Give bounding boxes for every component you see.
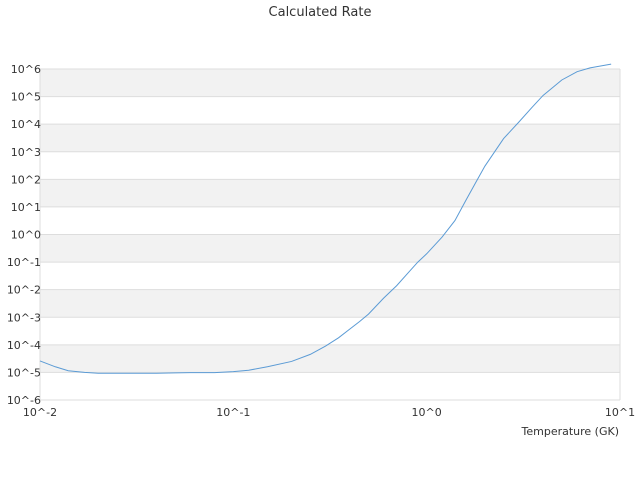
y-tick-label: 10^-1 bbox=[7, 256, 41, 269]
y-tick-label: 10^-3 bbox=[7, 311, 41, 324]
grid-band bbox=[40, 344, 620, 373]
y-tick-label: 10^-6 bbox=[7, 394, 41, 407]
x-axis-title: Temperature (GK) bbox=[521, 425, 620, 438]
chart-title: Calculated Rate bbox=[269, 5, 372, 20]
grid-band bbox=[40, 124, 620, 152]
x-tick-label: 10^-1 bbox=[216, 406, 250, 419]
y-tick-label: 10^-5 bbox=[7, 366, 41, 379]
grid-lines bbox=[39, 68, 621, 401]
x-tick-label: 10^1 bbox=[605, 406, 635, 419]
y-tick-label: 10^2 bbox=[11, 173, 41, 186]
y-tick-label: 10^1 bbox=[11, 201, 41, 214]
x-axis-ticks: 10^-2 10^-1 10^0 10^1 bbox=[23, 406, 635, 419]
series-line bbox=[39, 63, 612, 374]
grid-band bbox=[40, 69, 620, 97]
grid-bands bbox=[40, 69, 620, 373]
y-tick-label: 10^-4 bbox=[7, 339, 41, 352]
x-tick-label: 10^0 bbox=[412, 406, 442, 419]
y-tick-label: 10^-2 bbox=[7, 284, 41, 297]
grid-band bbox=[40, 179, 620, 207]
y-tick-label: 10^3 bbox=[11, 146, 41, 159]
y-tick-label: 10^5 bbox=[11, 91, 41, 104]
y-axis-ticks: 10^-6 10^-5 10^-4 10^-3 10^-2 10^-1 10^0 10^1 10… bbox=[7, 63, 41, 407]
x-tick-label: 10^-2 bbox=[23, 406, 57, 419]
y-tick-label: 10^4 bbox=[11, 118, 41, 131]
grid-band bbox=[40, 289, 620, 318]
grid-band bbox=[40, 234, 620, 263]
y-tick-label: 10^6 bbox=[11, 63, 41, 76]
y-tick-label: 10^0 bbox=[11, 229, 41, 242]
